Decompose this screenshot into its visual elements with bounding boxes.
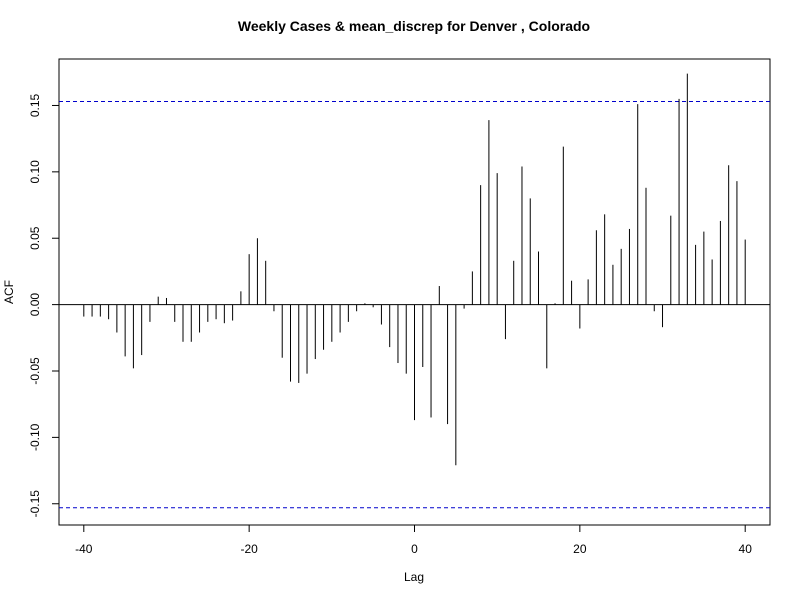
y-axis: -0.15 -0.10 -0.05 0.00 0.05 0.10 0.15 — [28, 93, 60, 518]
y-tick-label: 0.15 — [28, 93, 42, 117]
x-tick-label: -20 — [240, 542, 258, 556]
y-tick-label: 0.10 — [28, 160, 42, 184]
acf-bars — [83, 73, 746, 466]
x-axis: -40 -20 0 20 40 — [75, 524, 753, 556]
y-tick-label: -0.15 — [28, 490, 42, 518]
x-tick-label: 20 — [573, 542, 587, 556]
x-tick-label: 0 — [411, 542, 418, 556]
x-tick-label: -40 — [75, 542, 93, 556]
plot-frame — [58, 58, 771, 526]
y-tick-label: -0.05 — [28, 357, 42, 385]
x-axis-label: Lag — [404, 570, 424, 584]
y-tick-label: 0.05 — [28, 226, 42, 250]
x-tick-label: 40 — [739, 542, 753, 556]
chart-title: Weekly Cases & mean_discrep for Denver ,… — [238, 18, 590, 34]
y-axis-label: ACF — [2, 280, 16, 304]
y-tick-label: 0.00 — [28, 293, 42, 317]
y-tick-label: -0.10 — [28, 423, 42, 451]
